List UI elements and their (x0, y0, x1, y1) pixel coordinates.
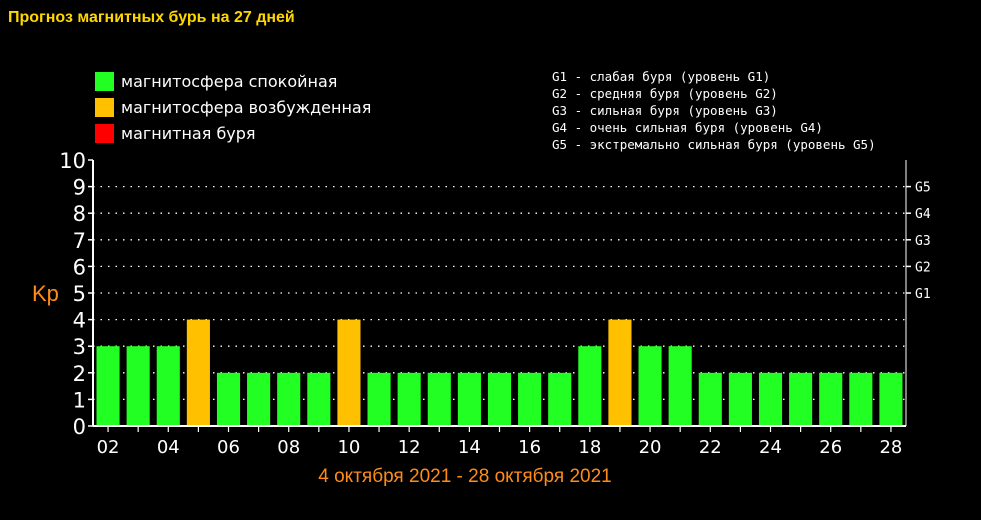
legend-item-excited: магнитосфера возбужденная (95, 94, 371, 120)
x-tick-label: 06 (217, 437, 240, 458)
bar-day-27 (849, 372, 873, 426)
x-tick-label: 28 (879, 437, 902, 458)
y-tick-label: 10 (59, 149, 86, 173)
y-tick-label: 8 (73, 202, 86, 226)
bar-day-25 (789, 372, 813, 426)
y-tick-label: 9 (73, 176, 86, 200)
bar-day-16 (518, 372, 542, 426)
g-tick-label: G4 (915, 207, 931, 222)
x-tick-label: 14 (458, 437, 481, 458)
y-tick-label: 6 (73, 255, 86, 279)
x-tick-label: 26 (819, 437, 842, 458)
g-legend-item: G5 - экстремально сильная буря (уровень … (552, 137, 876, 152)
g-legend-item: G3 - сильная буря (уровень G3) (552, 103, 778, 118)
g-legend-item: G4 - очень сильная буря (уровень G4) (552, 120, 823, 135)
x-tick-label: 18 (578, 437, 601, 458)
legend-item-quiet: магнитосфера спокойная (95, 68, 371, 94)
bar-day-12 (397, 372, 421, 426)
bar-day-23 (728, 372, 752, 426)
g-tick-label: G1 (915, 287, 931, 302)
legend-item-storm: магнитная буря (95, 120, 371, 146)
bar-day-6 (216, 372, 241, 426)
g-tick-label: G3 (915, 234, 931, 249)
bar-day-26 (819, 372, 843, 426)
bar-day-21 (668, 346, 692, 426)
bar-day-10 (337, 319, 361, 426)
bar-day-2 (96, 346, 120, 426)
bar-day-19 (608, 319, 632, 426)
bar-day-15 (487, 372, 512, 426)
bar-day-22 (698, 372, 722, 426)
legend-swatch-storm (95, 123, 114, 143)
bar-day-13 (427, 372, 451, 426)
page-title: Прогноз магнитных бурь на 27 дней (8, 9, 295, 26)
g-legend-item: G1 - слабая буря (уровень G1) (552, 69, 771, 84)
date-range: 4 октября 2021 - 28 октября 2021 (318, 466, 612, 487)
bar-day-20 (638, 346, 662, 426)
y-tick-label: 2 (73, 362, 86, 386)
x-tick-label: 08 (277, 437, 300, 458)
bar-day-24 (758, 372, 783, 426)
bar-day-3 (126, 346, 150, 426)
x-tick-label: 22 (699, 437, 722, 458)
y-axis-label: Kp (32, 281, 59, 306)
x-tick-label: 16 (518, 437, 541, 458)
y-tick-label: 3 (73, 335, 86, 359)
y-tick-label: 0 (73, 415, 86, 439)
bar-day-14 (457, 372, 481, 426)
g-legend-item: G2 - средняя буря (уровень G2) (552, 86, 778, 101)
legend-label-storm: магнитная буря (121, 123, 256, 143)
legend-label-quiet: магнитосфера спокойная (121, 71, 338, 91)
x-tick-label: 20 (639, 437, 662, 458)
legend-label-excited: магнитосфера возбужденная (121, 97, 372, 117)
legend-swatch-excited (95, 97, 114, 117)
x-tick-label: 02 (97, 437, 120, 458)
bar-day-18 (578, 346, 602, 426)
g-tick-label: G2 (915, 260, 931, 275)
x-tick-label: 24 (759, 437, 782, 458)
x-tick-label: 12 (398, 437, 421, 458)
y-tick-label: 7 (73, 229, 86, 253)
bar-day-11 (367, 372, 391, 426)
x-tick-label: 04 (157, 437, 180, 458)
status-legend: магнитосфера спокойная магнитосфера возб… (95, 68, 371, 146)
bar-day-5 (186, 319, 210, 426)
y-tick-label: 5 (73, 282, 86, 306)
bar-day-28 (879, 372, 903, 426)
g-tick-label: G5 (915, 181, 931, 196)
g-scale-legend: G1 - слабая буря (уровень G1) G2 - средн… (552, 68, 876, 153)
bar-day-4 (156, 346, 180, 426)
bar-day-8 (277, 372, 301, 426)
bar-day-17 (548, 372, 572, 426)
bar-day-7 (247, 372, 271, 426)
legend-swatch-quiet (95, 71, 114, 91)
y-tick-label: 4 (73, 309, 86, 333)
x-tick-label: 10 (337, 437, 360, 458)
y-tick-label: 1 (73, 388, 86, 412)
bar-day-9 (307, 372, 331, 426)
